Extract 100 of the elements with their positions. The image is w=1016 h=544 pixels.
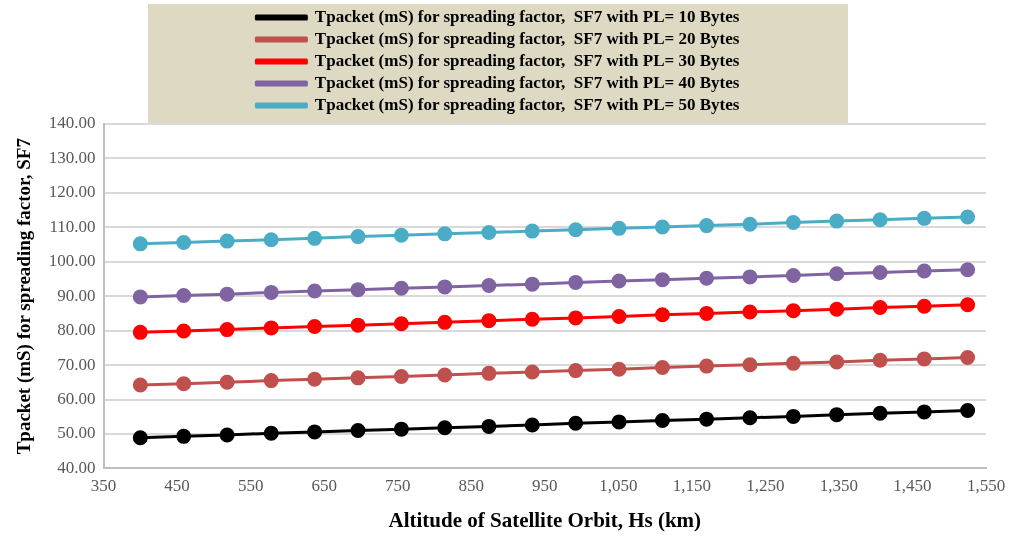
point [263, 320, 279, 336]
point [960, 297, 976, 313]
y-tick-label: 100.00 [48, 251, 96, 271]
point [393, 280, 409, 296]
point [219, 427, 235, 443]
point [654, 219, 670, 235]
x-tick-label: 1,450 [893, 476, 932, 496]
point [916, 298, 932, 314]
point [176, 288, 192, 304]
x-tick-label: 350 [90, 476, 117, 496]
point [437, 314, 453, 330]
point [916, 263, 932, 279]
point [872, 212, 888, 228]
point [176, 376, 192, 392]
point [829, 301, 845, 317]
point [307, 371, 323, 387]
point [568, 363, 584, 379]
point [829, 407, 845, 423]
point [872, 352, 888, 368]
point [699, 411, 715, 427]
point [916, 210, 932, 226]
point [742, 410, 758, 426]
point [568, 274, 584, 290]
point [307, 230, 323, 246]
legend-label: Tpacket (mS) for spreading factor, SF7 with PL= 30 Bytes [314, 50, 740, 70]
point [699, 270, 715, 286]
y-tick-label: 50.00 [57, 423, 96, 443]
point [350, 370, 366, 386]
legend-label: Tpacket (mS) for spreading factor, SF7 with PL= 20 Bytes [314, 28, 740, 48]
point [699, 358, 715, 374]
point [960, 209, 976, 225]
point [916, 404, 932, 420]
point [307, 319, 323, 335]
point [524, 364, 540, 380]
point [654, 359, 670, 375]
point [568, 222, 584, 238]
x-tick-label: 950 [532, 476, 558, 496]
x-tick-label: 1,250 [746, 476, 785, 496]
x-tick-label: 650 [311, 476, 337, 496]
point [742, 269, 758, 285]
y-tick-label: 40.00 [57, 457, 96, 477]
point [219, 233, 235, 249]
point [611, 414, 627, 430]
point [829, 266, 845, 282]
point [611, 220, 627, 236]
point [350, 229, 366, 245]
point [132, 324, 148, 340]
legend-label: Tpacket (mS) for spreading factor, SF7 with PL= 10 Bytes [314, 6, 740, 26]
y-tick-label: 70.00 [57, 354, 96, 374]
point [393, 421, 409, 437]
y-tick-label: 110.00 [49, 216, 96, 236]
point [132, 289, 148, 305]
point [263, 232, 279, 248]
point [132, 236, 148, 252]
point [611, 273, 627, 289]
point [785, 408, 801, 424]
point [481, 278, 497, 294]
y-tick-label: 80.00 [57, 320, 96, 340]
point [176, 323, 192, 339]
y-tick-label: 140.00 [48, 113, 96, 133]
point [132, 430, 148, 446]
point [960, 350, 976, 365]
point [872, 405, 888, 421]
point [872, 300, 888, 316]
point [699, 218, 715, 234]
x-tick-label: 1,150 [672, 476, 711, 496]
point [481, 365, 497, 381]
x-axis-title: Altitude of Satellite Orbit, Hs (km) [388, 507, 702, 532]
point [785, 268, 801, 284]
point [829, 213, 845, 229]
point [307, 424, 323, 440]
point [699, 305, 715, 321]
x-tick-label: 850 [458, 476, 484, 496]
point [524, 223, 540, 239]
point [263, 425, 279, 441]
point [350, 282, 366, 298]
point [481, 313, 497, 329]
point [263, 373, 279, 389]
point [654, 413, 670, 429]
point [481, 224, 497, 240]
point [219, 322, 235, 338]
point [219, 374, 235, 390]
point [524, 311, 540, 327]
point [742, 216, 758, 232]
point [437, 279, 453, 295]
legend-label: Tpacket (mS) for spreading factor, SF7 with PL= 50 Bytes [314, 94, 740, 114]
x-tick-label: 1,050 [599, 476, 638, 496]
point [176, 428, 192, 444]
point [219, 286, 235, 302]
x-tick-label: 450 [164, 476, 190, 496]
point [263, 284, 279, 300]
y-tick-label: 90.00 [57, 285, 96, 305]
point [437, 420, 453, 436]
point [393, 368, 409, 384]
point [350, 317, 366, 333]
point [307, 283, 323, 299]
point [611, 309, 627, 325]
point [785, 355, 801, 371]
point [742, 304, 758, 320]
point [437, 367, 453, 383]
